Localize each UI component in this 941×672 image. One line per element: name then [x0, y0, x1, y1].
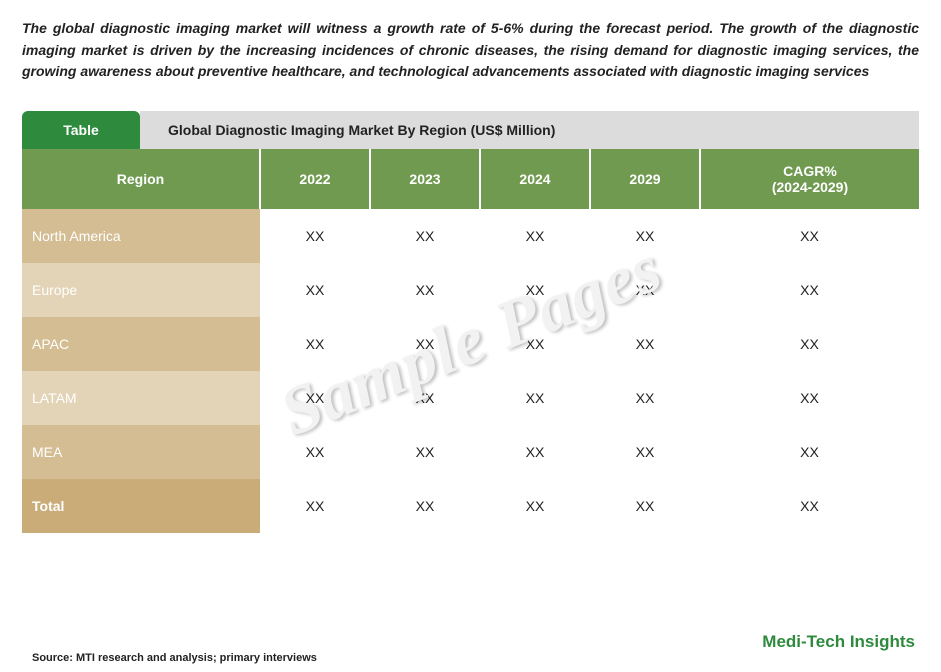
cell-region: Europe — [22, 263, 260, 317]
table-tab: Table — [22, 111, 140, 149]
cell-value: XX — [260, 425, 370, 479]
cell-value: XX — [370, 317, 480, 371]
table-header-row: Region 2022 2023 2024 2029 CAGR%(2024-20… — [22, 149, 919, 209]
cell-region: LATAM — [22, 371, 260, 425]
cell-value: XX — [370, 371, 480, 425]
col-2029: 2029 — [590, 149, 700, 209]
brand-label: Medi-Tech Insights — [762, 632, 915, 652]
cell-region: North America — [22, 209, 260, 263]
cell-value: XX — [700, 263, 919, 317]
cell-value: XX — [590, 425, 700, 479]
cell-value: XX — [590, 263, 700, 317]
cell-value: XX — [260, 371, 370, 425]
cell-value: XX — [480, 479, 590, 533]
data-table: Region 2022 2023 2024 2029 CAGR%(2024-20… — [22, 149, 919, 533]
table-row: LATAM XX XX XX XX XX — [22, 371, 919, 425]
cell-value: XX — [480, 371, 590, 425]
table-title-row: Table Global Diagnostic Imaging Market B… — [22, 111, 919, 149]
cell-value: XX — [480, 317, 590, 371]
intro-paragraph: The global diagnostic imaging market wil… — [22, 18, 919, 83]
cell-value: XX — [700, 425, 919, 479]
cell-region: MEA — [22, 425, 260, 479]
cell-value: XX — [480, 209, 590, 263]
cell-value: XX — [480, 263, 590, 317]
table-title: Global Diagnostic Imaging Market By Regi… — [140, 111, 919, 149]
col-2023: 2023 — [370, 149, 480, 209]
cell-value: XX — [590, 317, 700, 371]
cell-region: APAC — [22, 317, 260, 371]
cell-value: XX — [370, 263, 480, 317]
cell-value: XX — [480, 425, 590, 479]
source-note: Source: MTI research and analysis; prima… — [32, 652, 317, 664]
cell-value: XX — [700, 209, 919, 263]
cell-value: XX — [260, 479, 370, 533]
cell-value: XX — [370, 209, 480, 263]
col-region: Region — [22, 149, 260, 209]
cell-value: XX — [370, 479, 480, 533]
table-body: North America XX XX XX XX XX Europe XX X… — [22, 209, 919, 533]
cell-value: XX — [260, 209, 370, 263]
table-row: Europe XX XX XX XX XX — [22, 263, 919, 317]
col-cagr: CAGR%(2024-2029) — [700, 149, 919, 209]
cell-value: XX — [700, 479, 919, 533]
col-cagr-line2: (2024-2029) — [772, 179, 848, 195]
table-row: APAC XX XX XX XX XX — [22, 317, 919, 371]
cell-region: Total — [22, 479, 260, 533]
table-row: MEA XX XX XX XX XX — [22, 425, 919, 479]
cell-value: XX — [260, 317, 370, 371]
col-2022: 2022 — [260, 149, 370, 209]
cell-value: XX — [590, 371, 700, 425]
cell-value: XX — [590, 479, 700, 533]
table-row: North America XX XX XX XX XX — [22, 209, 919, 263]
col-2024: 2024 — [480, 149, 590, 209]
cell-value: XX — [260, 263, 370, 317]
table-row-total: Total XX XX XX XX XX — [22, 479, 919, 533]
cell-value: XX — [700, 371, 919, 425]
col-cagr-line1: CAGR% — [783, 163, 837, 179]
cell-value: XX — [700, 317, 919, 371]
cell-value: XX — [590, 209, 700, 263]
cell-value: XX — [370, 425, 480, 479]
